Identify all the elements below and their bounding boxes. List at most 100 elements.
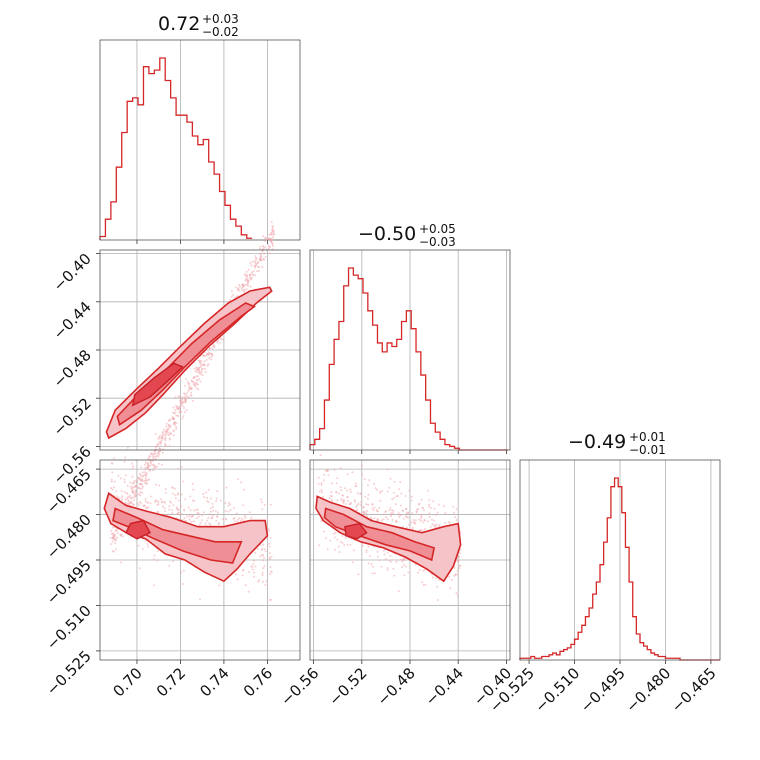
- p1-vs-p2-sample: [190, 394, 193, 397]
- p2-vs-p3-sample: [433, 519, 436, 522]
- p1-vs-p2-sample: [269, 238, 272, 241]
- p2-vs-p3-sample: [386, 569, 389, 571]
- ytick-label-p3-2: −0.495: [43, 556, 95, 608]
- p1-vs-p2-sample: [234, 286, 237, 289]
- p1-vs-p2-sample: [220, 338, 223, 341]
- p2-vs-p3-sample: [317, 482, 320, 485]
- p1-vs-p2-sample: [264, 256, 267, 258]
- p2-vs-p3-sample: [335, 490, 338, 493]
- p1-vs-p3-sample: [243, 488, 246, 491]
- p1-vs-p2-sample: [269, 252, 271, 255]
- p1-vs-p3-sample: [261, 508, 264, 511]
- p2-vs-p3-sample: [400, 558, 403, 561]
- p2-vs-p3-sample: [338, 551, 341, 554]
- p1-vs-p2-sample: [248, 273, 251, 276]
- ytick-label-p2-3: −0.52: [50, 394, 95, 439]
- p1-vs-p2-sample: [197, 388, 200, 391]
- p1-vs-p2-sample: [116, 532, 119, 534]
- p1-vs-p2-sample: [264, 236, 267, 239]
- title-p3: −0.49 +0.01 −0.01: [568, 430, 666, 457]
- p1-vs-p3-sample: [184, 498, 187, 501]
- p1-vs-p3-sample: [189, 513, 192, 516]
- p1-vs-p2-sample: [245, 288, 248, 291]
- title-p3-sub: −0.01: [629, 443, 666, 457]
- p2-vs-p3-sample: [352, 549, 355, 552]
- p2-vs-p3-sample: [428, 499, 431, 502]
- p2-vs-p3-sample: [349, 488, 352, 491]
- p2-vs-p3-sample: [435, 577, 438, 580]
- p1-vs-p3-sample: [262, 559, 265, 562]
- p1-vs-p3-sample: [252, 575, 255, 578]
- p2-vs-p3-sample: [401, 560, 404, 563]
- p1-vs-p3-sample: [268, 542, 271, 545]
- xtick-label-p3-2: −0.495: [577, 664, 629, 716]
- p1-vs-p3-sample: [268, 552, 271, 555]
- p1-vs-p2-sample: [190, 391, 192, 394]
- title-p1-sub: −0.02: [202, 25, 239, 39]
- p1-vs-p3-sample: [123, 491, 126, 493]
- p1-vs-p2-sample: [157, 452, 160, 455]
- p2-vs-p3-sample: [404, 507, 407, 510]
- p1-vs-p2-sample: [134, 495, 137, 498]
- p1-vs-p3-sample: [251, 568, 254, 571]
- p1-vs-p2-sample: [144, 466, 147, 469]
- p1-vs-p3-sample: [214, 510, 217, 513]
- p2-vs-p3-sample: [333, 536, 336, 539]
- p1-vs-p2-sample: [187, 389, 190, 392]
- p2-vs-p3-sample: [372, 565, 374, 568]
- p2-vs-p3-sample: [353, 499, 356, 502]
- p1-vs-p2-sample: [246, 281, 249, 284]
- p2-vs-p3-sample: [342, 501, 344, 504]
- p1-vs-p3-sample: [248, 511, 251, 514]
- p1-vs-p3-sample: [131, 467, 134, 470]
- p1-vs-p2-sample: [241, 289, 243, 292]
- p1-vs-p3-sample: [204, 522, 207, 525]
- p1-vs-p2-sample: [160, 434, 163, 437]
- p1-vs-p2-sample: [129, 481, 132, 484]
- p1-vs-p3-sample: [173, 487, 176, 490]
- p1-vs-p2-sample: [271, 242, 274, 245]
- p2-vs-p3-sample: [419, 529, 422, 531]
- p1-vs-p2-sample: [192, 377, 195, 380]
- p1-vs-p3-sample: [198, 523, 201, 526]
- p1-vs-p3-sample: [209, 523, 212, 526]
- p2-vs-p3-sample: [436, 599, 439, 601]
- p1-vs-p2-sample: [111, 540, 114, 543]
- title-p2-sub: −0.03: [419, 235, 456, 249]
- p1-vs-p3-sample: [185, 515, 188, 518]
- xtick-label-p3-4: −0.465: [668, 664, 720, 716]
- p1-vs-p3-sample: [263, 548, 266, 551]
- p1-vs-p3-sample: [152, 558, 155, 561]
- p1-vs-p2-sample: [146, 463, 149, 466]
- p1-vs-p3-sample: [264, 550, 267, 553]
- p1-vs-p3-sample: [254, 565, 257, 568]
- p1-vs-p2-contour-mid: [116, 302, 256, 426]
- p1-vs-p2-sample: [263, 258, 266, 261]
- p1-vs-p3-sample: [138, 500, 141, 503]
- p2-vs-p3-sample: [430, 507, 433, 510]
- p1-vs-p2-sample: [171, 417, 173, 420]
- p1-vs-p3-sample: [243, 515, 246, 518]
- p2-vs-p3-sample: [455, 519, 458, 522]
- p1-vs-p3-sample: [195, 509, 198, 511]
- p1-vs-p2-sample: [166, 428, 169, 431]
- p1-vs-p2-sample: [211, 353, 214, 356]
- xtick-label-p2-3: −0.44: [422, 664, 467, 709]
- p1-vs-p2-sample: [181, 404, 184, 407]
- p1-vs-p2-sample: [245, 270, 248, 273]
- p1-vs-p2-sample: [211, 347, 214, 350]
- p1-vs-p3-sample: [211, 517, 214, 520]
- p1-vs-p2-sample: [244, 273, 247, 276]
- p1-vs-p2-sample: [196, 383, 199, 386]
- p1-vs-p2-sample: [183, 395, 186, 398]
- p2-vs-p3-sample: [349, 543, 352, 546]
- p1-vs-p3-sample: [258, 579, 261, 582]
- p1-vs-p2-sample: [158, 447, 161, 450]
- p1-vs-p3-sample: [180, 512, 183, 515]
- p1-vs-p2-sample: [144, 477, 147, 480]
- p1-vs-p3-sample: [236, 520, 239, 523]
- p1-vs-p2-sample: [124, 501, 127, 504]
- p1-vs-p2-sample: [114, 539, 117, 542]
- p2-vs-p3-sample: [337, 545, 340, 548]
- p2-vs-p3-sample: [343, 544, 346, 547]
